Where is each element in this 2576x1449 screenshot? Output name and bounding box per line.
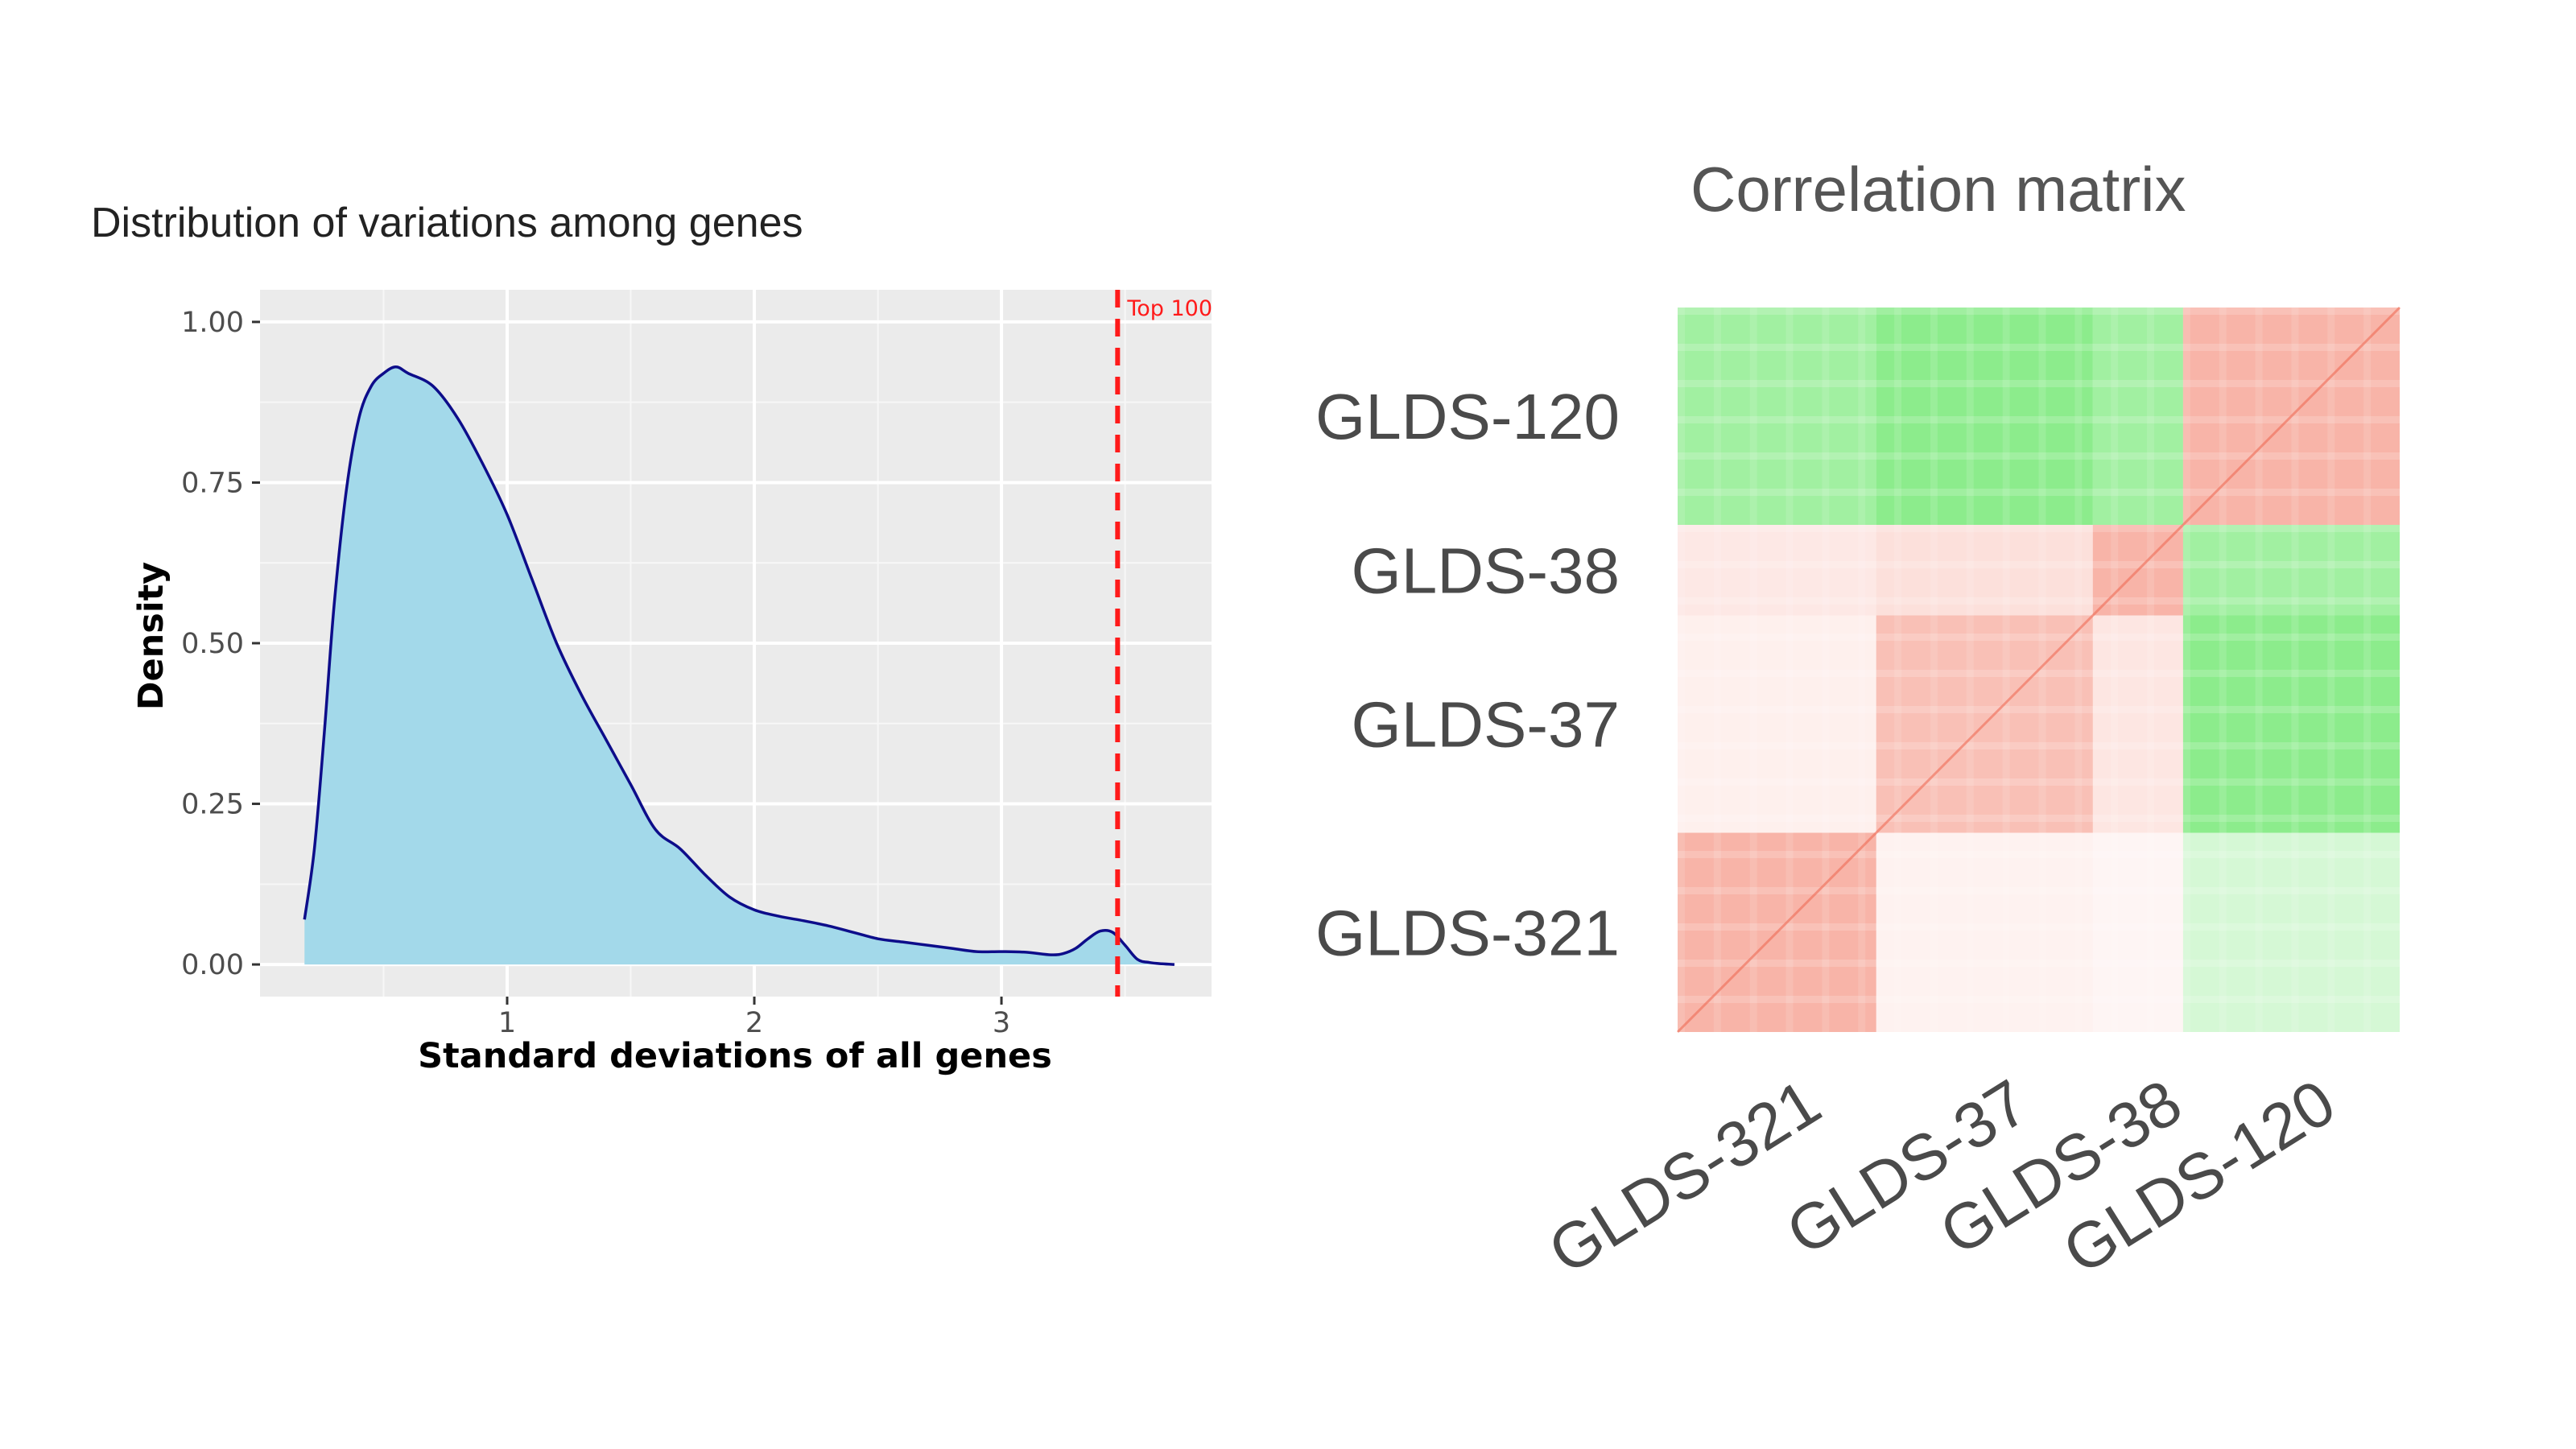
heatmap-texture-row [1678, 815, 2400, 822]
heatmap-block [2182, 832, 2400, 1032]
heatmap-texture-col [1894, 308, 1902, 1032]
heatmap-block [1678, 525, 1876, 616]
heatmap-texture-col [2327, 308, 2335, 1032]
heatmap-texture-row [1678, 561, 2400, 568]
y-tick-label: 1.00 [181, 307, 244, 339]
heatmap-texture-col [2111, 308, 2119, 1032]
heatmap-texture-row [1678, 923, 2400, 931]
y-tick-label: 0.50 [181, 628, 244, 660]
heatmap-texture-row [1678, 452, 2400, 460]
heatmap-texture-col [2363, 308, 2372, 1032]
heatmap-block [2092, 832, 2183, 1032]
heatmap-texture-row [1678, 670, 2400, 677]
heatmap-texture-col [1966, 308, 1974, 1032]
heatmap-texture-col [1678, 308, 1685, 1032]
heatmap-block [1678, 615, 1876, 833]
heatmap-cells [1676, 306, 2401, 1034]
heatmap-texture-row [1678, 597, 2400, 605]
density-chart: Distribution of variations among genes T… [91, 200, 1212, 1076]
density-curve [303, 365, 1175, 966]
heatmap-texture-col [2002, 308, 2010, 1032]
y-tick-label: 0.75 [181, 467, 244, 499]
density-chart-title: Distribution of variations among genes [91, 200, 803, 246]
heatmap-title: Correlation matrix [1690, 154, 2186, 225]
row-labels: GLDS-120 GLDS-38 GLDS-37 GLDS-321 [1315, 381, 1620, 968]
heatmap-texture-row [1678, 525, 2400, 532]
heatmap-texture-row [1678, 706, 2400, 713]
heatmap-texture-row [1678, 308, 2400, 315]
heatmap-texture-col [2147, 308, 2155, 1032]
heatmap-block [1678, 308, 1876, 525]
heatmap-texture-col [1749, 308, 1757, 1032]
x-tick-label: 1 [498, 1007, 516, 1039]
heatmap-texture-col [2182, 308, 2190, 1032]
x-tick-label: 3 [993, 1007, 1010, 1039]
y-tick-label: 0.25 [181, 789, 244, 821]
heatmap-texture-col [1785, 308, 1794, 1032]
heatmap-col-label: GLDS-321 [1537, 1066, 1833, 1288]
heatmap-row-label: GLDS-321 [1315, 897, 1620, 968]
heatmap-texture-row [1678, 996, 2400, 1003]
heatmap-texture-col [2074, 308, 2083, 1032]
heatmap-block [1876, 525, 2093, 616]
heatmap-texture-row [1678, 851, 2400, 858]
heatmap-texture-col [2038, 308, 2046, 1032]
heatmap-texture-row [1678, 960, 2400, 967]
heatmap-texture-col [1822, 308, 1830, 1032]
heatmap-texture-row [1678, 742, 2400, 749]
heatmap-row-label: GLDS-38 [1352, 535, 1620, 606]
axes: 1 2 3 0.00 0.25 0.50 0.75 1.00 [181, 307, 1010, 1039]
heatmap-row-label: GLDS-120 [1315, 381, 1620, 452]
heatmap-block [2092, 615, 2183, 833]
heatmap-texture-col [2255, 308, 2263, 1032]
heatmap-texture-row [1678, 380, 2400, 387]
heatmap-diagonal [1676, 306, 2401, 1034]
heatmap-row-label: GLDS-37 [1352, 689, 1620, 761]
heatmap-block [2182, 615, 2400, 833]
y-tick-label: 0.00 [181, 949, 244, 981]
heatmap-texture-row [1678, 887, 2400, 894]
density-fill [304, 366, 1174, 965]
heatmap-texture-row [1678, 634, 2400, 641]
y-axis-label: Density [131, 562, 171, 710]
heatmap-texture-col [1858, 308, 1866, 1032]
x-axis-label: Standard deviations of all genes [418, 1036, 1052, 1076]
x-tick-label: 2 [745, 1007, 763, 1039]
heatmap-texture-row [1678, 489, 2400, 496]
heatmap-texture-row [1678, 344, 2400, 351]
heatmap-texture-col [2219, 308, 2227, 1032]
heatmap-texture-col [1930, 308, 1938, 1032]
heatmap-texture-row [1678, 778, 2400, 786]
heatmap-texture-col [1713, 308, 1721, 1032]
heatmap-block [1876, 832, 2093, 1032]
threshold-label: Top 100 [1126, 296, 1212, 321]
correlation-heatmap: Correlation matrix GLDS-120 GLDS-38 GLDS-3… [1315, 154, 2401, 1288]
density-area [303, 365, 1175, 966]
heatmap-block [1876, 308, 2093, 525]
heatmap-texture-col [2291, 308, 2299, 1032]
heatmap-texture-row [1678, 416, 2400, 423]
threshold-line: Top 100 [1115, 290, 1212, 997]
heatmap-block [2092, 308, 2183, 525]
heatmap-block [2182, 525, 2400, 616]
